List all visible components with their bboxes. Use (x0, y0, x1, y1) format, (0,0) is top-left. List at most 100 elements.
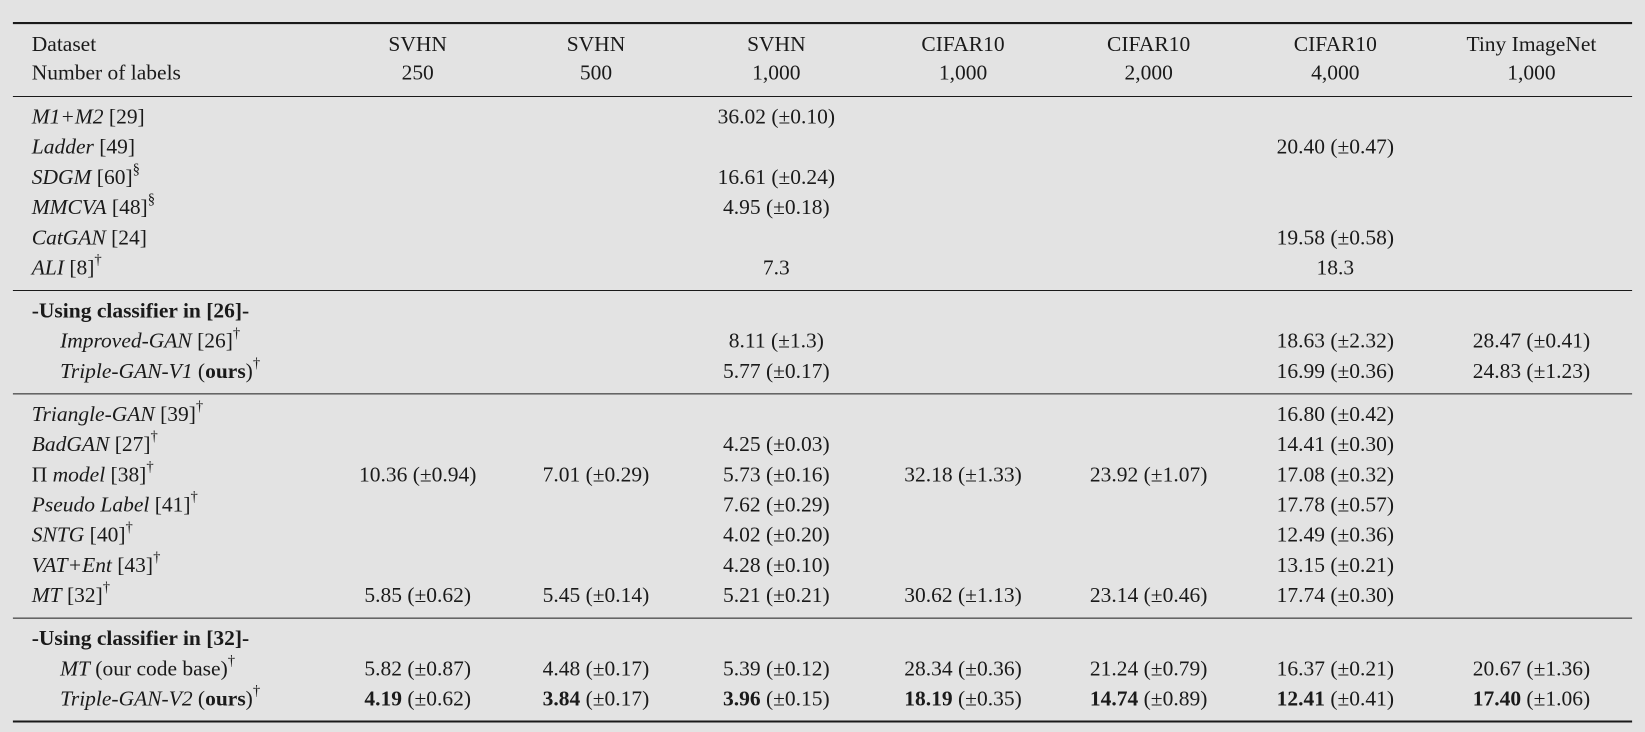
result-cell: 7.01 (±0.29) (543, 462, 650, 486)
footnote-mark: † (253, 684, 260, 700)
result-error: (±0.15) (761, 686, 830, 710)
result-value: 17.08 (1277, 462, 1325, 486)
result-cell: 32.18 (±1.33) (904, 462, 1021, 486)
result-value: 4.95 (723, 195, 761, 219)
method-part: [26] (192, 329, 233, 353)
method-part: [49] (94, 135, 135, 159)
result-value: 36.02 (718, 104, 766, 128)
result-cell: 7.3 (763, 255, 790, 279)
result-error: (±0.41) (1325, 686, 1394, 710)
result-cell: 16.99 (±0.36) (1277, 359, 1394, 383)
result-error: (±0.14) (580, 583, 649, 607)
header-cell: 4,000 (1311, 60, 1359, 84)
result-error: (±1.36) (1521, 656, 1590, 680)
method-part: Improved-GAN (59, 329, 193, 353)
result-cell: 30.62 (±1.13) (904, 583, 1021, 607)
result-value: 18.3 (1317, 255, 1355, 279)
result-cell: 17.40 (±1.06) (1473, 686, 1590, 710)
result-error: (±0.18) (761, 195, 830, 219)
footnote-mark: § (133, 162, 140, 178)
footnote-mark: † (103, 580, 110, 596)
result-error: (±0.03) (761, 432, 830, 456)
result-error: (±0.30) (1325, 583, 1394, 607)
result-value: 3.84 (543, 686, 581, 710)
footnote-mark: † (191, 490, 198, 506)
header-cell: CIFAR10 (1107, 32, 1190, 56)
result-cell: 4.48 (±0.17) (543, 656, 650, 680)
result-value: 18.19 (904, 686, 952, 710)
result-error: (±1.23) (1521, 359, 1590, 383)
header-cell: Tiny ImageNet (1466, 32, 1596, 56)
result-value: 28.34 (904, 656, 953, 680)
result-error: (±0.17) (580, 656, 649, 680)
method-part: [29] (104, 104, 145, 128)
method-part: [41] (149, 492, 190, 516)
method-name: Triangle-GAN [39]† (32, 399, 203, 426)
result-error: (±0.35) (953, 686, 1022, 710)
result-cell: 7.62 (±0.29) (723, 492, 830, 516)
method-part: [40] (84, 523, 125, 547)
method-part: VAT+Ent (32, 553, 113, 577)
method-name: Pseudo Label [41]† (31, 490, 198, 517)
result-error: (±0.57) (1325, 492, 1394, 516)
method-part: ours (205, 686, 246, 710)
result-value: 12.41 (1277, 686, 1325, 710)
method-part: CatGAN (32, 225, 108, 249)
header-label: Dataset (32, 32, 96, 56)
result-value: 14.74 (1090, 686, 1139, 710)
result-error: (±0.29) (761, 492, 830, 516)
result-cell: 3.84 (±0.17) (543, 686, 650, 710)
result-error: (±1.07) (1138, 462, 1207, 486)
result-cell: 24.83 (±1.23) (1473, 359, 1590, 383)
result-value: 19.58 (1277, 225, 1325, 249)
method-part: ) (246, 359, 253, 383)
result-value: 30.62 (904, 583, 952, 607)
method-part: M1+M2 (31, 104, 104, 128)
result-cell: 4.19 (±0.62) (364, 686, 471, 710)
result-cell: 13.15 (±0.21) (1277, 553, 1394, 577)
method-part: Triangle-GAN (32, 402, 157, 426)
result-error: (±0.21) (761, 583, 830, 607)
result-error: (±0.41) (1521, 329, 1590, 353)
result-error: (±1.06) (1521, 686, 1590, 710)
header-cell: SVHN (388, 32, 447, 56)
method-part: ( (193, 359, 206, 383)
method-part: [60] (91, 165, 132, 189)
method-part: MMCVA (31, 195, 108, 219)
result-cell: 8.11 (±1.3) (729, 329, 824, 353)
method-part: [8] (64, 255, 94, 279)
result-error: (±0.36) (1325, 359, 1394, 383)
method-part: ( (193, 686, 206, 710)
result-value: 4.19 (364, 686, 402, 710)
result-value: 7.62 (723, 492, 761, 516)
result-error: (±0.87) (402, 656, 471, 680)
result-value: 4.25 (723, 432, 761, 456)
footnote-mark: † (153, 550, 160, 566)
method-part: [48] (107, 195, 148, 219)
footnote-mark: † (151, 429, 158, 445)
method-name: Improved-GAN [26]† (59, 326, 240, 353)
result-value: 5.45 (543, 583, 581, 607)
result-value: 16.80 (1277, 402, 1325, 426)
result-value: 4.28 (723, 553, 761, 577)
header-cell: 500 (580, 60, 612, 84)
result-error: (±1.3) (766, 329, 824, 353)
result-cell: 5.21 (±0.21) (723, 583, 830, 607)
result-error: (±0.32) (1325, 462, 1394, 486)
result-value: 7.01 (543, 462, 581, 486)
method-part: model (53, 462, 106, 486)
result-error: (±0.79) (1138, 656, 1207, 680)
result-error: (±0.10) (766, 104, 835, 128)
result-cell: 17.78 (±0.57) (1277, 492, 1394, 516)
result-cell: 18.63 (±2.32) (1277, 329, 1394, 353)
result-error: (±0.21) (1325, 553, 1394, 577)
result-value: 5.21 (723, 583, 761, 607)
result-cell: 28.34 (±0.36) (904, 656, 1021, 680)
result-value: 20.40 (1277, 135, 1325, 159)
result-cell: 5.45 (±0.14) (543, 583, 650, 607)
result-error: (±0.17) (761, 359, 830, 383)
method-name: MMCVA [48]§ (31, 192, 155, 219)
result-value: 12.49 (1277, 523, 1325, 547)
footnote-mark: § (148, 192, 155, 208)
